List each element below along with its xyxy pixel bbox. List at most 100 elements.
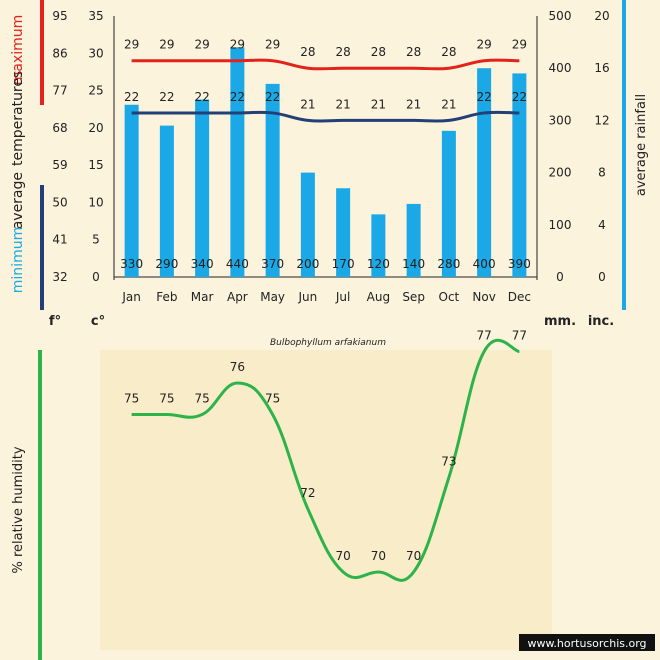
month-label-mar: Mar xyxy=(191,290,214,304)
minimum-value-feb: 22 xyxy=(159,90,174,104)
minimum-value-may: 22 xyxy=(265,90,280,104)
maximum-value-sep: 28 xyxy=(406,45,421,59)
humidity-chart: 75 75 75 76 75 72 70 70 70 73 77 77 xyxy=(124,329,527,582)
inch-tick-8: 8 xyxy=(598,166,606,180)
rain-bar-nov xyxy=(477,68,492,277)
maximum-value-nov: 29 xyxy=(476,38,491,52)
celsius-tick-10: 10 xyxy=(88,195,103,209)
rain-value-sep: 140 xyxy=(402,257,425,271)
rain-value-jul: 170 xyxy=(332,257,355,271)
humidity-value-apr: 76 xyxy=(230,360,245,374)
month-label-apr: Apr xyxy=(227,290,248,304)
month-label-aug: Aug xyxy=(367,290,390,304)
minimum-legend-bar xyxy=(40,185,44,310)
inch-tick-0: 0 xyxy=(598,270,606,284)
rain-bar-oct xyxy=(441,130,456,277)
minimum-value-mar: 22 xyxy=(194,90,209,104)
maximum-value-mar: 29 xyxy=(194,38,209,52)
rainfall-bars: 330 290 340 440 370 200 170 120 140 280 400 390 xyxy=(120,47,531,278)
inch-tick-12: 12 xyxy=(594,113,609,127)
celsius-tick-5: 5 xyxy=(92,233,100,247)
minimum-value-nov: 22 xyxy=(476,90,491,104)
humidity-panel-background xyxy=(100,350,552,650)
humidity-value-feb: 75 xyxy=(159,392,174,406)
maximum-value-jun: 28 xyxy=(300,45,315,59)
rain-bar-aug xyxy=(371,214,386,277)
rain-value-feb: 290 xyxy=(155,257,178,271)
rain-bar-jun xyxy=(300,172,315,277)
humidity-value-aug: 70 xyxy=(371,549,386,563)
rain-bar-mar xyxy=(195,99,210,278)
minimum-value-dec: 22 xyxy=(512,90,527,104)
axis-labels: Jan Feb Mar Apr May Jun Jul Aug Sep Oct Nov Dec9586… xyxy=(52,9,609,304)
humidity-value-jul: 70 xyxy=(335,549,350,563)
rain-value-mar: 340 xyxy=(191,257,214,271)
maximum-label: maximum xyxy=(10,15,26,86)
rain-value-oct: 280 xyxy=(437,257,460,271)
rain-bar-feb xyxy=(159,125,174,278)
inch-tick-20: 20 xyxy=(594,9,609,23)
humidity-value-mar: 75 xyxy=(194,392,209,406)
rain-value-jun: 200 xyxy=(296,257,319,271)
minimum-value-apr: 22 xyxy=(230,90,245,104)
month-label-jun: Jun xyxy=(298,290,318,304)
species-title: Bulbophyllum arfakianum xyxy=(270,338,386,348)
minimum-value-oct: 21 xyxy=(441,97,456,111)
humidity-value-jan: 75 xyxy=(124,392,139,406)
humidity-value-nov: 77 xyxy=(476,329,491,343)
fahrenheit-tick-86: 86 xyxy=(52,46,67,60)
minimum-temperature-line xyxy=(131,110,520,123)
month-label-oct: Oct xyxy=(439,290,460,304)
rain-bar-jan xyxy=(124,104,139,278)
celsius-tick-15: 15 xyxy=(88,158,103,172)
maximum-value-may: 29 xyxy=(265,38,280,52)
humidity-value-sep: 70 xyxy=(406,549,421,563)
average-temperatures-label: average temperatures xyxy=(10,71,26,230)
fahrenheit-tick-32: 32 xyxy=(52,270,67,284)
celsius-tick-30: 30 xyxy=(88,46,103,60)
month-label-jul: Jul xyxy=(335,290,350,304)
mm-tick-100: 100 xyxy=(549,218,572,232)
average-label: average xyxy=(10,172,26,229)
maximum-value-oct: 28 xyxy=(441,45,456,59)
fahrenheit-tick-77: 77 xyxy=(52,84,67,98)
maximum-value-feb: 29 xyxy=(159,38,174,52)
mm-tick-0: 0 xyxy=(556,270,564,284)
celsius-tick-20: 20 xyxy=(88,121,103,135)
fahrenheit-tick-68: 68 xyxy=(52,121,67,135)
month-label-jan: Jan xyxy=(121,290,141,304)
month-label-feb: Feb xyxy=(156,290,177,304)
maximum-legend-bar xyxy=(40,0,44,105)
rain-bar-may xyxy=(265,83,280,277)
fahrenheit-tick-50: 50 xyxy=(52,195,67,209)
maximum-value-jul: 28 xyxy=(335,45,350,59)
humidity-legend-bar xyxy=(38,350,42,660)
fahrenheit-tick-59: 59 xyxy=(52,158,67,172)
minimum-value-jan: 22 xyxy=(124,90,139,104)
minimum-value-jun: 21 xyxy=(300,97,315,111)
humidity-value-jun: 72 xyxy=(300,486,315,500)
mm-tick-200: 200 xyxy=(549,166,572,180)
rainfall-legend-bar xyxy=(622,0,626,310)
maximum-value-jan: 29 xyxy=(124,38,139,52)
mm-tick-300: 300 xyxy=(549,113,572,127)
watermark-background xyxy=(519,634,655,651)
humidity-value-oct: 73 xyxy=(441,455,456,469)
mm-tick-500: 500 xyxy=(549,9,572,23)
rain-value-jan: 330 xyxy=(120,257,143,271)
month-label-may: May xyxy=(260,290,285,304)
month-label-dec: Dec xyxy=(508,290,531,304)
humidity-value-may: 75 xyxy=(265,392,280,406)
maximum-value-apr: 29 xyxy=(230,38,245,52)
inch-tick-16: 16 xyxy=(594,61,609,75)
maximum-value-aug: 28 xyxy=(371,45,386,59)
mm-tick-400: 400 xyxy=(549,61,572,75)
inch-tick-4: 4 xyxy=(598,218,606,232)
minimum-value-jul: 21 xyxy=(335,97,350,111)
mm-unit-label: mm. xyxy=(544,314,576,329)
rain-bar-dec xyxy=(512,73,527,277)
maximum-temperature-line xyxy=(131,58,520,71)
humidity-line xyxy=(131,338,520,582)
